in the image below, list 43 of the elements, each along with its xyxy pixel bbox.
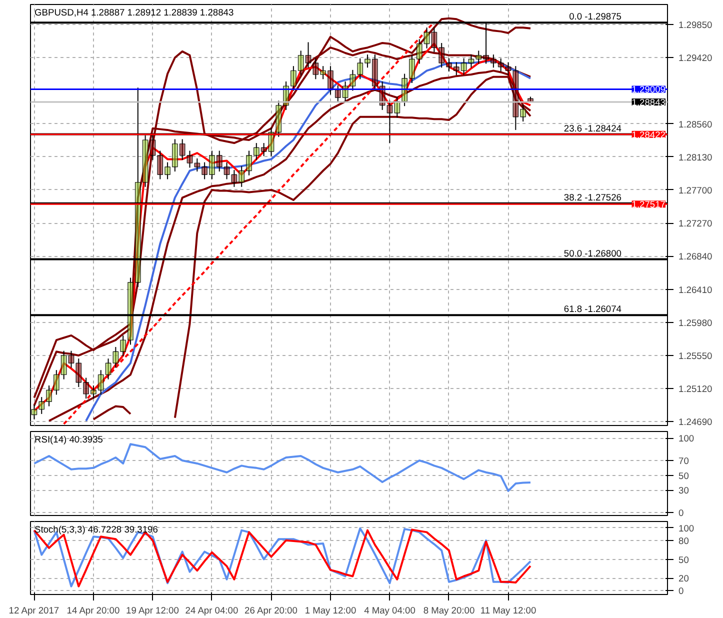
y-tick-label: 1.26410 (678, 284, 712, 295)
annotation: 50.0 -1.26800 (564, 248, 622, 258)
annotation: 23.6 -1.28424 (564, 123, 622, 134)
x-tick-label: 8 May 20:00 (423, 606, 475, 616)
y-tick-label: 1.27700 (678, 185, 712, 196)
x-tick-label: 14 Apr 20:00 (66, 606, 120, 616)
y-tick-label: 1.28560 (678, 119, 712, 130)
chart-title: RSI(14) 40.3935 (34, 434, 103, 444)
x-tick-label: 12 Apr 2017 (8, 606, 60, 616)
y-tick-label: 100 (678, 523, 694, 534)
y-tick-label: 100 (678, 434, 694, 444)
ref-line-label: 1.27517 (632, 200, 666, 210)
y-tick-label: 20 (678, 574, 689, 584)
y-tick-label: 80 (678, 536, 689, 546)
y-tick-label: 1.24690 (678, 417, 712, 428)
annotation: 0.0 -1.29875 (569, 12, 622, 22)
annotation: 61.8 -1.26074 (564, 304, 622, 314)
y-tick-label: 1.25980 (678, 318, 712, 328)
y-tick-label: 50 (678, 554, 689, 565)
chart-title: GBPUSD,H4 1.28887 1.28912 1.28839 1.28843 (34, 8, 234, 18)
ref-line-label: 1.29009 (632, 84, 666, 95)
y-tick-label: 70 (678, 456, 689, 466)
x-tick-label: 11 May 12:00 (480, 606, 536, 616)
ref-line-label: 1.28422 (632, 130, 666, 140)
ref-line-label: 1.28843 (632, 98, 666, 108)
x-tick-label: 4 May 04:00 (364, 606, 416, 616)
y-tick-label: 1.27270 (678, 218, 712, 229)
y-tick-label: 0 (678, 586, 684, 596)
y-tick-label: 1.28130 (678, 152, 712, 162)
y-tick-label: 1.26840 (678, 252, 712, 262)
x-tick-label: 19 Apr 12:00 (126, 606, 179, 616)
y-tick-label: 1.25120 (678, 384, 712, 394)
x-tick-label: 24 Apr 04:00 (185, 606, 238, 616)
x-tick-label: 1 May 12:00 (304, 606, 356, 616)
y-tick-label: 1.29850 (678, 20, 712, 30)
x-tick-label: 26 Apr 20:00 (244, 606, 298, 616)
y-tick-label: 1.25550 (678, 350, 712, 361)
y-tick-label: 1.29420 (678, 53, 712, 64)
annotation: 38.2 -1.27526 (564, 192, 622, 202)
y-tick-label: 0 (678, 508, 684, 518)
y-tick-label: 30 (678, 486, 689, 496)
y-tick-label: 50 (678, 470, 689, 481)
chart-title: Stoch(5,3,3) 46.7228 39.3196 (34, 524, 158, 534)
